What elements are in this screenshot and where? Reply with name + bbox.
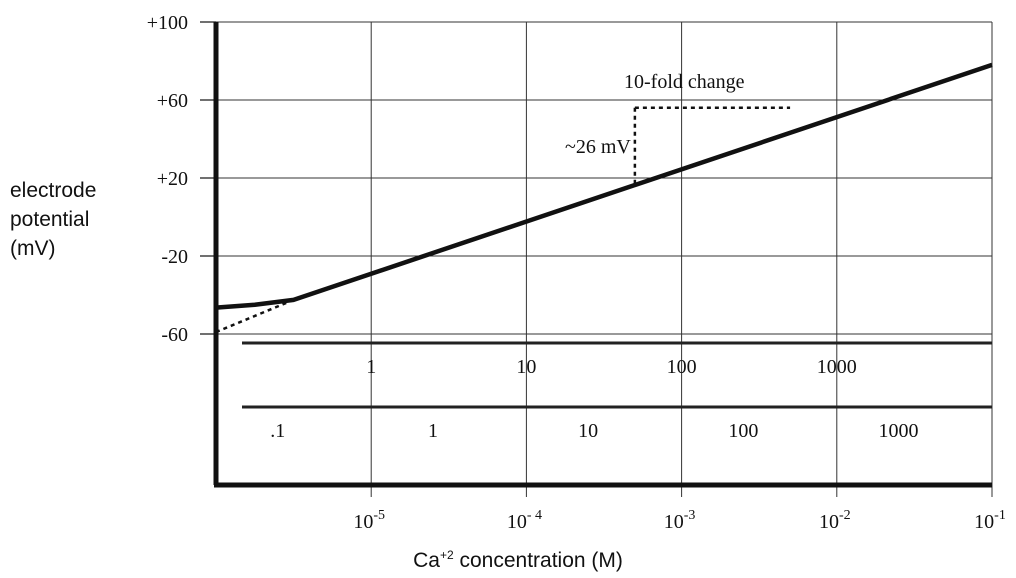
y-axis-label-line-3: (mV) bbox=[10, 237, 56, 260]
x-axis-label-suffix: concentration (M) bbox=[453, 549, 623, 572]
fold-change-annotation: 10-fold change bbox=[624, 71, 745, 93]
x-tick-label-2: 10-3 bbox=[664, 508, 696, 533]
scale-0-label-3: 1000 bbox=[817, 356, 857, 378]
y-axis-label-line-1: electrode bbox=[10, 179, 97, 202]
grid-lines bbox=[200, 21, 993, 497]
x-axis-label-sup: +2 bbox=[439, 548, 454, 562]
series-line-solid bbox=[215, 62, 993, 310]
slope-annotation: ~26 mV bbox=[565, 136, 631, 158]
x-axis-label-prefix: Ca bbox=[413, 549, 440, 572]
scale-0-label-0: 1 bbox=[366, 356, 376, 378]
x-tick-label-0: 10-5 bbox=[353, 508, 385, 533]
y-axis-label-line-2: potential bbox=[10, 208, 90, 231]
y-tick-label-4: -60 bbox=[161, 324, 188, 346]
scale-1-label-4: 1000 bbox=[879, 420, 919, 442]
scale-1-label-1: 1 bbox=[428, 420, 438, 442]
annotations: ~26 mV 10-fold change bbox=[565, 71, 791, 186]
scale-0-label-1: 10 bbox=[516, 356, 536, 378]
y-tick-label-1: +60 bbox=[157, 90, 188, 112]
scale-1-label-3: 100 bbox=[728, 420, 758, 442]
y-tick-label-0: +100 bbox=[147, 12, 188, 34]
y-axis-label: electrode potential (mV) bbox=[10, 176, 130, 263]
series-layer bbox=[215, 62, 993, 334]
secondary-scales: 1 10 100 1000 .1 1 10 100 1000 bbox=[242, 341, 992, 442]
y-tick-label-3: -20 bbox=[161, 246, 188, 268]
axes bbox=[213, 22, 992, 488]
tick-labels: +100 +60 +20 -20 -60 10-5 10- 4 10-3 10-2 10-1 bbox=[147, 12, 1006, 533]
x-axis-label: Ca+2 concentration (M) bbox=[318, 548, 718, 573]
scale-0-label-2: 100 bbox=[667, 356, 697, 378]
scale-1-label-0: .1 bbox=[270, 420, 285, 442]
x-tick-label-4: 10-1 bbox=[974, 508, 1006, 533]
x-tick-label-3: 10-2 bbox=[819, 508, 851, 533]
scale-1-label-2: 10 bbox=[578, 420, 598, 442]
series-line-dashed bbox=[215, 298, 295, 334]
x-tick-label-1: 10- 4 bbox=[507, 508, 542, 533]
y-tick-label-2: +20 bbox=[157, 168, 188, 190]
